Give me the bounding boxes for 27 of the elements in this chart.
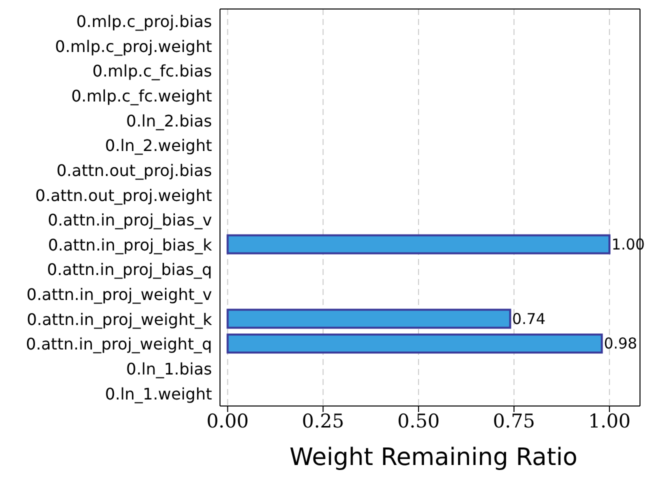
- y-tick-label: 0.attn.in_proj_weight_v: [26, 285, 212, 304]
- y-tick-label: 0.mlp.c_fc.bias: [92, 62, 212, 81]
- x-tick-label: 0.00: [206, 410, 249, 432]
- y-tick-label: 0.attn.out_proj.bias: [56, 160, 212, 180]
- y-tick-label: 0.attn.in_proj_bias_k: [48, 235, 213, 254]
- y-tick-label: 0.ln_2.bias: [126, 111, 212, 130]
- y-tick-label: 0.ln_1.bias: [126, 359, 212, 378]
- y-tick-label: 0.ln_1.weight: [104, 384, 212, 404]
- x-tick-label: 0.75: [492, 410, 536, 432]
- data-label: 0.98: [604, 334, 638, 353]
- bar: [226, 234, 610, 254]
- x-tick-label: 0.25: [302, 410, 344, 432]
- x-tick-label: 1.00: [588, 410, 631, 432]
- x-axis-title: Weight Remaining Ratio: [288, 442, 578, 473]
- y-tick-label: 0.mlp.c_proj.bias: [76, 12, 212, 32]
- y-tick-label: 0.mlp.c_proj.weight: [55, 36, 212, 56]
- data-label: 0.74: [512, 310, 546, 328]
- bar: [226, 308, 512, 329]
- bar: [226, 334, 603, 354]
- y-tick-label: 0.attn.in_proj_bias_q: [47, 260, 212, 280]
- y-tick-label: 0.ln_2.weight: [104, 136, 212, 156]
- y-tick-label: 0.attn.in_proj_weight_q: [26, 334, 212, 354]
- y-tick-label: 0.attn.out_proj.weight: [35, 186, 212, 205]
- x-tick-label: 0.50: [397, 410, 440, 432]
- y-tick-label: 0.mlp.c_fc.weight: [71, 86, 212, 106]
- y-tick-label: 0.attn.in_proj_weight_k: [26, 310, 213, 329]
- y-tick-label: 0.attn.in_proj_bias_v: [48, 210, 212, 230]
